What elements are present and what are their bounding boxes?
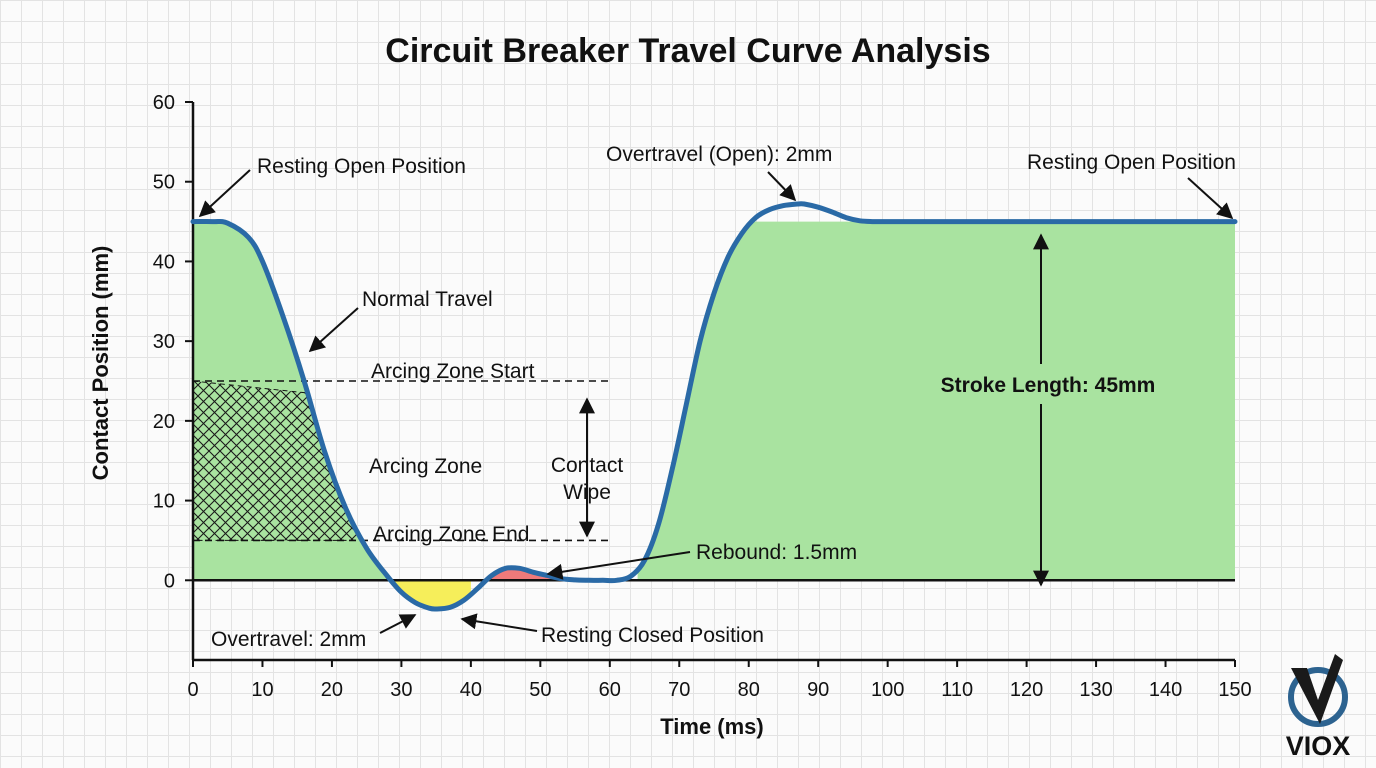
x-tick-label: 80 bbox=[738, 679, 760, 701]
x-tick-group: 0 10 20 30 40 50 60 70 80 90 100 110 120 130 140 150 bbox=[187, 660, 1252, 701]
x-axis-label: Time (ms) bbox=[660, 714, 764, 739]
x-tick-label: 20 bbox=[321, 679, 343, 701]
x-tick-label: 50 bbox=[529, 679, 551, 701]
label-overtravel-open: Overtravel (Open): 2mm bbox=[606, 143, 832, 166]
label-normal-travel: Normal Travel bbox=[362, 288, 493, 311]
x-tick-label: 90 bbox=[807, 679, 829, 701]
y-tick-label: 50 bbox=[153, 172, 175, 194]
logo-text: VIOX bbox=[1286, 731, 1351, 761]
label-contact-wipe-2: Wipe bbox=[563, 481, 611, 504]
arrow-resting-open-left bbox=[198, 169, 251, 218]
y-tick-label: 40 bbox=[153, 251, 175, 273]
label-overtravel-closed: Overtravel: 2mm bbox=[211, 628, 366, 651]
label-arcing-zone: Arcing Zone bbox=[369, 455, 482, 478]
x-tick-label: 60 bbox=[599, 679, 621, 701]
y-tick-label: 0 bbox=[164, 570, 175, 592]
x-tick-label: 30 bbox=[390, 679, 412, 701]
x-tick-label: 40 bbox=[460, 679, 482, 701]
x-tick-label: 0 bbox=[187, 679, 198, 701]
label-stroke-length: Stroke Length: 45mm bbox=[941, 374, 1156, 397]
travel-curve-line bbox=[190, 201, 1238, 612]
label-resting-closed: Resting Closed Position bbox=[541, 624, 764, 647]
viox-logo: VIOX bbox=[1286, 654, 1351, 761]
x-tick-label: 130 bbox=[1079, 679, 1112, 701]
label-resting-open-left: Resting Open Position bbox=[257, 155, 466, 178]
fill-overtravel-closed-region bbox=[394, 580, 471, 609]
x-tick-label: 140 bbox=[1149, 679, 1182, 701]
x-tick-label: 100 bbox=[871, 679, 904, 701]
arrow-resting-open-right bbox=[1187, 177, 1234, 220]
chart-title: Circuit Breaker Travel Curve Analysis bbox=[385, 32, 990, 70]
label-rebound: Rebound: 1.5mm bbox=[696, 541, 857, 564]
arcing-zone-hatch bbox=[192, 380, 367, 541]
y-tick-label: 20 bbox=[153, 411, 175, 433]
logo-v-icon bbox=[1291, 654, 1343, 724]
arrow-normal-travel bbox=[308, 307, 359, 353]
y-tick-label: 60 bbox=[153, 92, 175, 114]
arrow-rebound bbox=[546, 551, 691, 580]
y-tick-label: 30 bbox=[153, 331, 175, 353]
arrow-resting-closed bbox=[460, 613, 538, 632]
x-tick-label: 70 bbox=[668, 679, 690, 701]
label-contact-wipe-1: Contact bbox=[551, 454, 624, 477]
arrow-overtravel-closed bbox=[379, 614, 417, 634]
x-tick-label: 110 bbox=[941, 679, 973, 701]
label-arcing-zone-end: Arcing Zone End bbox=[373, 523, 529, 546]
x-tick-label: 120 bbox=[1010, 679, 1043, 701]
label-resting-open-right: Resting Open Position bbox=[1027, 151, 1236, 174]
fill-open-region bbox=[193, 221, 1235, 581]
label-arcing-zone-start: Arcing Zone Start bbox=[371, 360, 535, 383]
x-tick-label: 150 bbox=[1218, 679, 1251, 701]
arrow-overtravel-open bbox=[767, 171, 797, 202]
y-tick-group: 0 10 20 30 40 50 60 bbox=[153, 92, 193, 592]
logo-ring-icon bbox=[1288, 667, 1348, 727]
x-tick-label: 10 bbox=[251, 679, 273, 701]
y-axis-label: Contact Position (mm) bbox=[88, 246, 113, 481]
y-tick-label: 10 bbox=[153, 491, 175, 513]
